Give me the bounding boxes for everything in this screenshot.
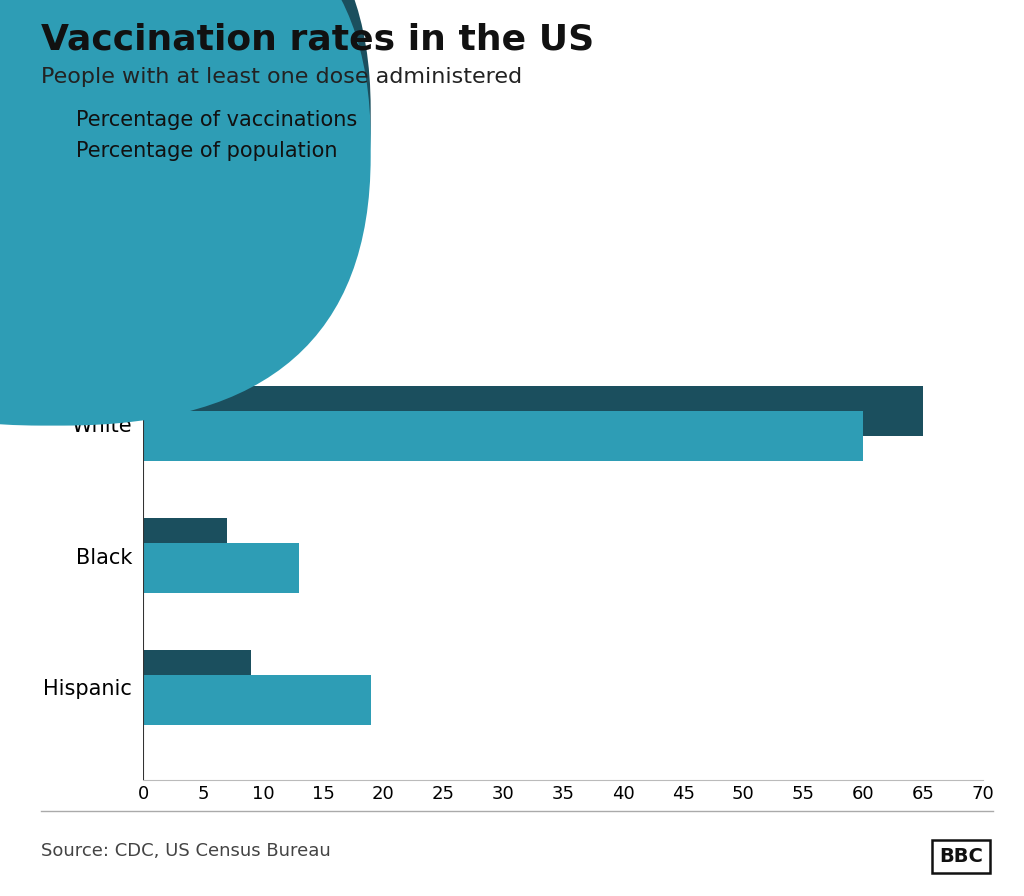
Text: Percentage of vaccinations: Percentage of vaccinations bbox=[76, 110, 357, 130]
Text: BBC: BBC bbox=[939, 847, 983, 866]
Bar bbox=[143, 675, 372, 725]
Text: Vaccination rates in the US: Vaccination rates in the US bbox=[41, 22, 594, 56]
Text: People with at least one dose administered: People with at least one dose administer… bbox=[41, 67, 522, 87]
Bar bbox=[143, 386, 923, 436]
Text: Source: CDC, US Census Bureau: Source: CDC, US Census Bureau bbox=[41, 842, 331, 860]
Text: Percentage of population: Percentage of population bbox=[76, 142, 337, 161]
Bar bbox=[143, 411, 863, 461]
Bar bbox=[143, 518, 227, 568]
Bar bbox=[143, 650, 251, 700]
Bar bbox=[143, 543, 299, 593]
